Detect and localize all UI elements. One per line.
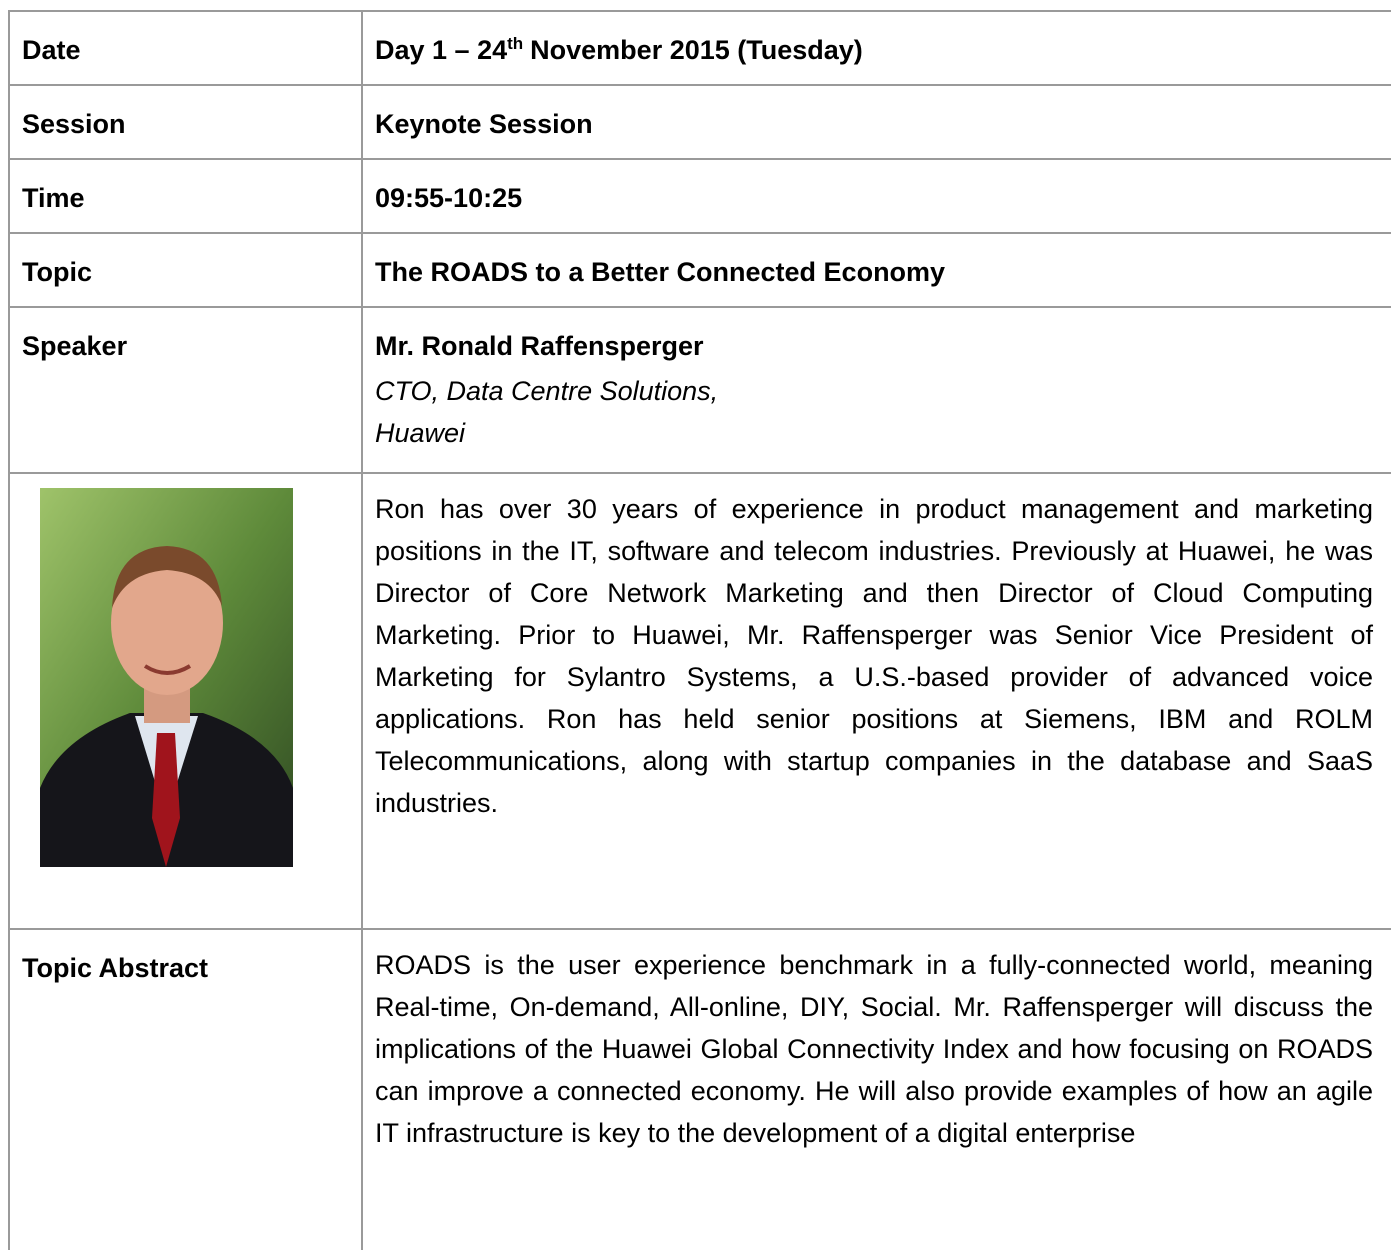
value: The ROADS to a Better Connected Economy bbox=[361, 232, 1391, 307]
bio: Ron has over 30 years of experience in p… bbox=[361, 472, 1391, 929]
value: Mr. Ronald Raffensperger CTO, Data Centr… bbox=[361, 306, 1391, 473]
label: Speaker bbox=[8, 306, 362, 473]
row: Date Day 1 – 24th November 2015 (Tuesday) bbox=[8, 10, 1391, 85]
row: Topic The ROADS to a Better Connected Ec… bbox=[8, 232, 1391, 307]
speaker-org: Huawei bbox=[375, 418, 466, 448]
row: Speaker Mr. Ronald Raffensperger CTO, Da… bbox=[8, 306, 1391, 473]
date: Day 1 – 24 bbox=[375, 35, 508, 65]
row: Ron has over 30 years of experience in p… bbox=[8, 472, 1391, 929]
value: 09:55-10:25 bbox=[361, 158, 1391, 233]
abstract: ROADS is the user experience benchmark i… bbox=[361, 928, 1391, 1250]
photo-cell bbox=[8, 472, 362, 929]
label: Date bbox=[8, 10, 362, 85]
value: Keynote Session bbox=[361, 84, 1391, 159]
speaker-photo bbox=[40, 488, 293, 867]
superscript: th bbox=[507, 34, 524, 53]
speaker-name: Mr. Ronald Raffensperger bbox=[375, 331, 704, 361]
label: Session bbox=[8, 84, 362, 159]
date-rest: November 2015 (Tuesday) bbox=[530, 35, 863, 65]
label: Topic bbox=[8, 232, 362, 307]
session-table: Date Day 1 – 24th November 2015 (Tuesday)… bbox=[8, 10, 1391, 1250]
label: Time bbox=[8, 158, 362, 233]
speaker-title: CTO, Data Centre Solutions, bbox=[375, 376, 719, 406]
row: Session Keynote Session bbox=[8, 84, 1391, 159]
row: Topic Abstract ROADS is the user experie… bbox=[8, 928, 1391, 1250]
label: Topic Abstract bbox=[8, 928, 362, 1250]
value: Day 1 – 24th November 2015 (Tuesday) bbox=[361, 10, 1391, 85]
row: Time 09:55-10:25 bbox=[8, 158, 1391, 233]
